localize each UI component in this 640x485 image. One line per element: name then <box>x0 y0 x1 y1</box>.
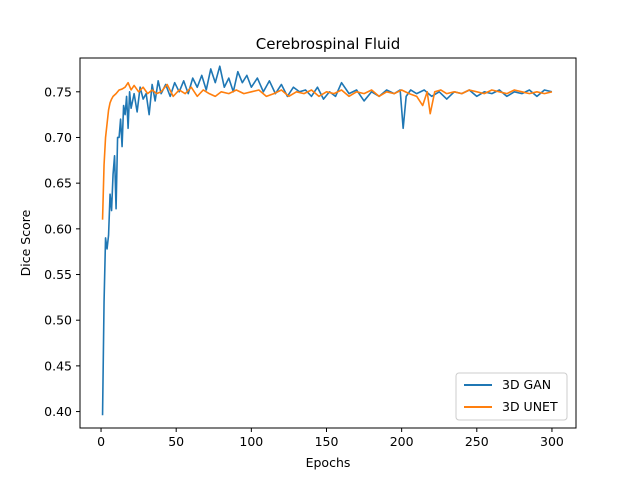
y-tick-label: 0.60 <box>44 221 72 236</box>
x-tick-label: 100 <box>239 434 263 449</box>
x-tick-label: 300 <box>540 434 564 449</box>
chart-title: Cerebrospinal Fluid <box>256 35 400 53</box>
y-tick-label: 0.50 <box>44 313 72 328</box>
y-axis-label: Dice Score <box>18 209 33 276</box>
y-tick-label: 0.70 <box>44 130 72 145</box>
x-tick-label: 50 <box>168 434 184 449</box>
y-tick-label: 0.65 <box>44 176 72 191</box>
legend: 3D GAN 3D UNET <box>455 372 568 421</box>
x-tick-label: 250 <box>465 434 489 449</box>
legend-label-3d-unet: 3D UNET <box>502 399 558 414</box>
legend-label-3d-gan: 3D GAN <box>502 377 551 392</box>
y-tick-label: 0.45 <box>44 358 72 373</box>
x-tick-label: 150 <box>315 434 339 449</box>
y-tick-label: 0.75 <box>44 84 72 99</box>
x-tick-label: 200 <box>390 434 414 449</box>
x-axis-ticks: 0 50 100 150 200 250 300 <box>97 428 564 449</box>
series-line-3d-unet <box>101 81 553 220</box>
y-axis-ticks: 0.40 0.45 0.50 0.55 0.60 0.65 0.70 0.75 <box>44 84 80 419</box>
y-tick-label: 0.40 <box>44 404 72 419</box>
series-lines <box>101 65 553 416</box>
y-tick-label: 0.55 <box>44 267 72 282</box>
x-tick-label: 0 <box>97 434 105 449</box>
x-axis-label: Epochs <box>306 455 351 470</box>
plot-frame <box>79 57 577 429</box>
